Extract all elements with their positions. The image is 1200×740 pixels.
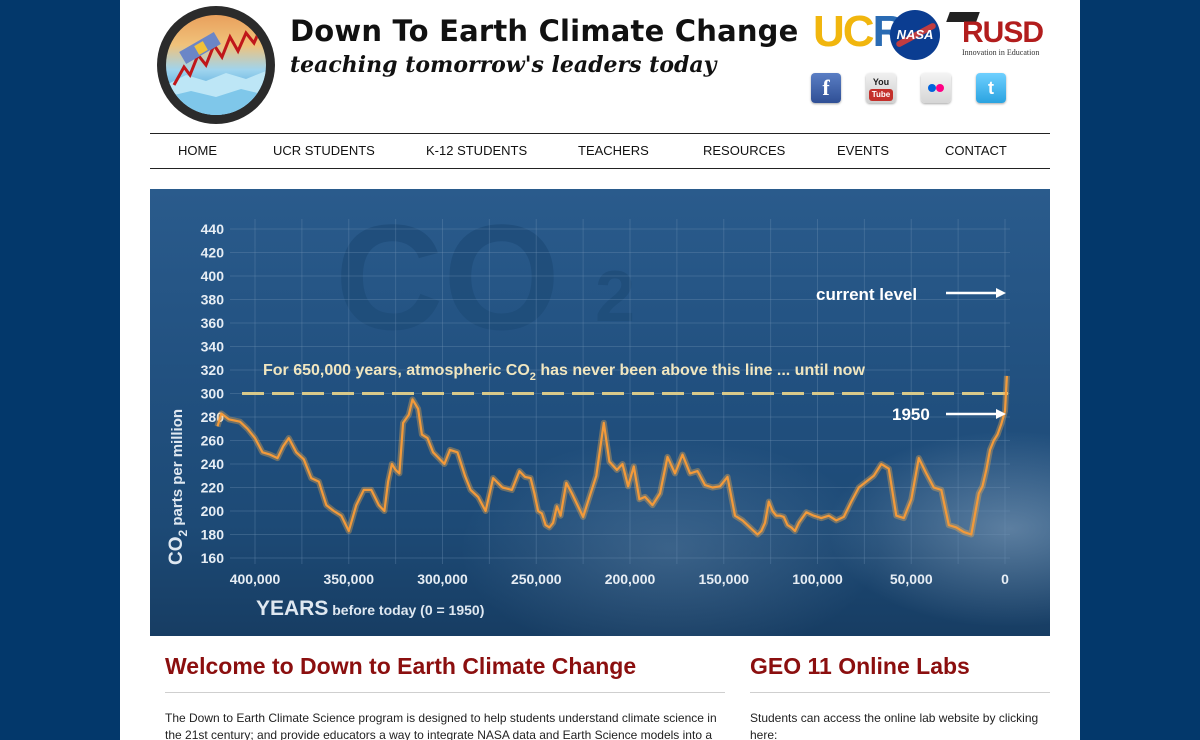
facebook-icon[interactable]: f <box>811 73 841 103</box>
rusd-logo[interactable]: RUSD Innovation in Education <box>946 12 1052 58</box>
twitter-icon[interactable]: t <box>976 73 1006 103</box>
youtube-glyph-bottom: Tube <box>869 89 893 101</box>
y-tick-label-160: 160 <box>201 550 225 566</box>
y-axis-label: CO2 parts per million <box>166 409 190 565</box>
y-axis-label-tail: parts per million <box>169 409 186 530</box>
rusd-logo-text: RUSD <box>962 16 1044 49</box>
y-tick-label-380: 380 <box>201 292 225 308</box>
ghost-co2-sub: 2 <box>595 257 635 337</box>
label-current-level: current level <box>816 285 917 304</box>
y-tick-label-360: 360 <box>201 315 225 331</box>
nav-events[interactable]: EVENTS <box>837 143 890 158</box>
threshold-annotation-tail: has never been above this line ... until… <box>536 362 866 379</box>
nav-resources[interactable]: RESOURCES <box>703 143 786 158</box>
co2-chart-svg: CO 2 16018020022024026028030032034036038… <box>166 193 1010 620</box>
welcome-divider <box>165 692 725 693</box>
twitter-glyph: t <box>988 78 994 98</box>
hero-co2-chart: CO 2 160 180 200 220 240 260 280 300 320 340 360 38… <box>150 189 1050 636</box>
labs-divider <box>750 692 1050 693</box>
youtube-glyph-top: You <box>872 77 890 87</box>
y-axis-ticks: 1601802002202402602803003203403603804004… <box>201 221 225 566</box>
threshold-annotation-main: For 650,000 years, atmospheric CO <box>263 362 530 379</box>
nav-contact[interactable]: CONTACT <box>945 143 1007 158</box>
x-tick-label-50000: 50,000 <box>890 571 933 587</box>
youtube-icon[interactable]: You Tube <box>866 73 896 103</box>
labs-text[interactable]: Students can access the online lab websi… <box>750 711 1039 740</box>
x-tick-label-100000: 100,000 <box>792 571 843 587</box>
x-tick-label-0: 0 <box>1001 571 1009 587</box>
nav-home[interactable]: HOME <box>178 143 217 158</box>
y-tick-label-180: 180 <box>201 527 225 543</box>
page: Down To Earth Climate Change teaching to… <box>120 0 1080 740</box>
nasa-logo-text: NASA <box>896 27 934 42</box>
y-tick-label-440: 440 <box>201 221 225 237</box>
x-tick-label-200000: 200,000 <box>605 571 656 587</box>
y-axis-label-sub: 2 <box>176 530 190 537</box>
main-nav: HOME UCR STUDENTS K-12 STUDENTS TEACHERS… <box>150 133 1050 169</box>
x-axis-label-main: YEARS <box>256 597 328 620</box>
y-tick-label-240: 240 <box>201 456 225 472</box>
y-tick-label-400: 400 <box>201 268 225 284</box>
welcome-title: Welcome to Down to Earth Climate Change <box>165 653 637 679</box>
x-axis-label-tail: before today (0 = 1950) <box>328 602 484 618</box>
x-tick-label-300000: 300,000 <box>417 571 468 587</box>
y-tick-label-340: 340 <box>201 339 225 355</box>
site-title[interactable]: Down To Earth Climate Change <box>290 14 799 48</box>
logo-emblem <box>166 15 266 115</box>
facebook-glyph: f <box>822 75 830 100</box>
arrow-1950-head <box>996 409 1006 419</box>
y-tick-label-200: 200 <box>201 503 225 519</box>
ucr-logo[interactable]: UCR <box>813 7 904 56</box>
y-tick-label-300: 300 <box>201 386 225 402</box>
nav-k12-students[interactable]: K-12 STUDENTS <box>426 143 528 158</box>
x-tick-label-150000: 150,000 <box>698 571 749 587</box>
co2-curve <box>216 375 1008 536</box>
x-axis-ticks: 400,000 350,000 300,000 250,000 200,000 150,0… <box>230 571 1009 587</box>
y-tick-label-260: 260 <box>201 433 225 449</box>
threshold-annotation-sub: 2 <box>530 371 536 383</box>
welcome-text: The Down to Earth Climate Science progra… <box>165 711 717 740</box>
y-tick-label-420: 420 <box>201 245 225 261</box>
rusd-logo-subtext: Innovation in Education <box>962 48 1040 57</box>
flickr-pink-dot <box>936 84 944 92</box>
flickr-blue-dot <box>928 84 936 92</box>
logo-art-icon <box>166 24 266 115</box>
ghost-co2-text: CO <box>335 193 560 361</box>
x-tick-label-250000: 250,000 <box>511 571 562 587</box>
ucr-logo-uc: UC <box>813 7 875 56</box>
labs-title: GEO 11 Online Labs <box>750 653 970 679</box>
site-tagline: teaching tomorrow's leaders today <box>290 52 717 78</box>
y-tick-label-320: 320 <box>201 362 225 378</box>
arrow-current-level-head <box>996 288 1006 298</box>
y-tick-label-220: 220 <box>201 480 225 496</box>
x-tick-label-350000: 350,000 <box>323 571 374 587</box>
nasa-logo[interactable]: NASA <box>890 10 940 60</box>
x-axis-label: YEARS before today (0 = 1950) <box>256 597 484 620</box>
y-axis-label-main: CO <box>166 537 187 566</box>
site-logo[interactable] <box>157 6 275 124</box>
label-1950: 1950 <box>892 405 930 424</box>
threshold-annotation: For 650,000 years, atmospheric CO2 has n… <box>263 362 865 383</box>
flickr-icon[interactable] <box>921 73 951 103</box>
nav-ucr-students[interactable]: UCR STUDENTS <box>273 143 375 158</box>
nav-teachers[interactable]: TEACHERS <box>578 143 649 158</box>
x-tick-label-400000: 400,000 <box>230 571 281 587</box>
